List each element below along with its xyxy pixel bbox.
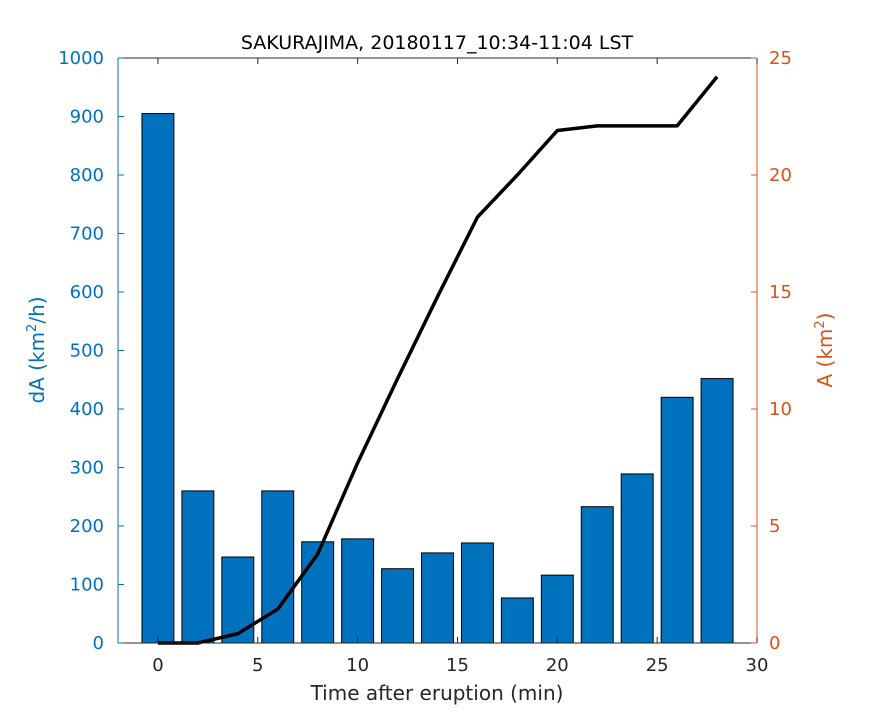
y-left-tick-label: 900 (70, 107, 104, 128)
line-path (157, 75, 719, 645)
y-right-tick-label: 25 (769, 48, 792, 69)
y-right-tick-label: 10 (769, 399, 792, 420)
chart-title: SAKURAJIMA, 20180117_10:34-11:04 LST (241, 32, 634, 54)
bar (141, 113, 175, 644)
line-series (157, 75, 719, 645)
x-axis-label: Time after eruption (min) (310, 681, 564, 705)
y-axis-left-label: dA (km2/h) (25, 296, 49, 403)
y-left-tick-label: 1000 (58, 48, 104, 69)
y-left-tick-label: 500 (70, 341, 104, 362)
bar (341, 538, 375, 644)
y-right-tick-label: 5 (769, 516, 780, 537)
bar (381, 568, 415, 644)
x-tick-label: 10 (346, 655, 369, 676)
y-right-tick-label: 0 (769, 633, 780, 654)
bar (580, 506, 614, 644)
x-tick-label: 20 (546, 655, 569, 676)
bar (700, 378, 734, 644)
x-tick-label: 0 (152, 655, 163, 676)
y-left-tick-label: 600 (70, 282, 104, 303)
y-right-tick-label: 20 (769, 165, 792, 186)
bar (660, 396, 694, 644)
bar-series (141, 113, 734, 644)
bar (460, 542, 494, 644)
bar (261, 490, 295, 644)
y-right-tick-label: 15 (769, 282, 792, 303)
y-axis-right-label: A (km2) (813, 313, 837, 388)
y-left-tick-label: 300 (70, 458, 104, 479)
y-left-tick-label: 700 (70, 224, 104, 245)
y-left-tick-label: 400 (70, 399, 104, 420)
y-left-tick-label: 200 (70, 516, 104, 537)
bar (620, 473, 654, 644)
x-tick-label: 5 (252, 655, 263, 676)
bar (221, 556, 255, 644)
x-tick-label: 15 (446, 655, 469, 676)
x-tick-label: 30 (746, 655, 769, 676)
y-left-tick-label: 0 (93, 633, 104, 654)
ticks: 0 5 10 15 20 25 300100200300400500600700800900… (58, 48, 792, 676)
y-left-tick-label: 100 (70, 575, 104, 596)
bar (500, 597, 534, 644)
bar (421, 552, 454, 644)
x-tick-label: 25 (646, 655, 669, 676)
bar (540, 574, 574, 644)
bar (181, 490, 215, 644)
y-left-tick-label: 800 (70, 165, 104, 186)
